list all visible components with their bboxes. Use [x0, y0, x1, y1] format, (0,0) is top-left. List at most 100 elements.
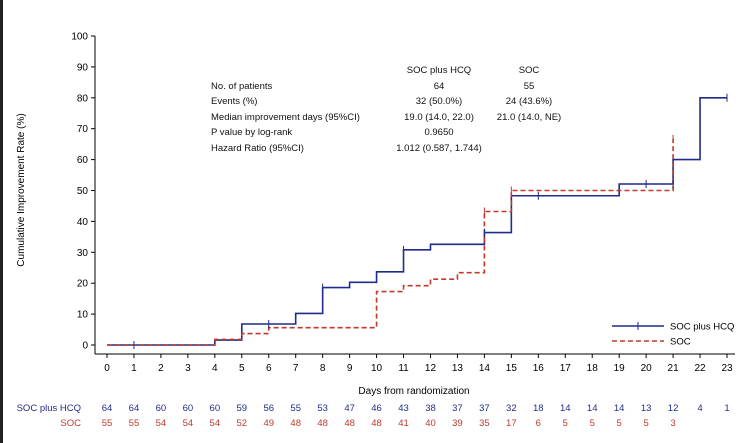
- at-risk-value-soc: 17: [506, 418, 517, 429]
- stats-label-hr: Hazard Ratio (95%CI): [211, 142, 304, 154]
- at-risk-value-soc: 5: [617, 418, 622, 429]
- stats-col-soc: SOC 55 24 (43.6%) 21.0 (14.0, NE): [490, 63, 568, 125]
- y-tick-label: 20: [77, 279, 89, 290]
- at-risk-value-hcq: 55: [290, 403, 301, 414]
- at-risk-value-soc: 54: [210, 418, 221, 429]
- at-risk-value-hcq: 60: [183, 403, 194, 414]
- at-risk-value-hcq: 64: [102, 403, 113, 414]
- x-tick-label: 6: [266, 363, 272, 374]
- x-tick-label: 14: [479, 363, 491, 374]
- at-risk-label-hcq: SOC plus HCQ: [17, 403, 81, 414]
- at-risk-value-soc: 35: [479, 418, 490, 429]
- at-risk-value-hcq: 14: [587, 403, 598, 414]
- y-tick-label: 60: [77, 155, 89, 166]
- at-risk-value-soc: 48: [344, 418, 355, 429]
- x-axis-label: Days from randomization: [358, 386, 469, 397]
- at-risk-value-hcq: 1: [724, 403, 729, 414]
- stats-hcq-events: 32 (50.0%): [415, 96, 463, 108]
- stats-pvalue: 0.9650: [424, 127, 454, 139]
- at-risk-value-soc: 55: [129, 418, 140, 429]
- legend: SOC plus HCQ SOC: [612, 322, 734, 348]
- y-tick-label: 100: [71, 32, 88, 43]
- x-tick-label: 9: [347, 363, 353, 374]
- y-tick-label: 90: [77, 62, 89, 73]
- x-tick-label: 22: [694, 363, 706, 374]
- x-tick-label: 1: [131, 363, 137, 374]
- at-risk-value-hcq: 60: [210, 403, 221, 414]
- at-risk-value-soc: 54: [183, 418, 194, 429]
- x-tick-label: 19: [614, 363, 626, 374]
- at-risk-value-soc: 5: [563, 418, 568, 429]
- x-tick-label: 4: [212, 363, 218, 374]
- y-axis-label: Cumulative Improvement Rate (%): [16, 113, 27, 266]
- x-tick-label: 12: [425, 363, 437, 374]
- x-tick-label: 11: [398, 363, 409, 374]
- x-tick-label: 0: [104, 363, 110, 374]
- y-tick-label: 10: [77, 310, 89, 321]
- y-tick-label: 40: [77, 217, 89, 228]
- stats-soc-patients: 55: [523, 80, 535, 92]
- stats-hcq-patients: 64: [433, 80, 445, 92]
- at-risk-value-soc: 48: [371, 418, 382, 429]
- x-tick-label: 15: [506, 363, 518, 374]
- stats-header-spacer: [211, 63, 360, 79]
- at-risk-value-hcq: 18: [533, 403, 544, 414]
- at-risk-value-hcq: 37: [479, 403, 490, 414]
- at-risk-value-hcq: 56: [263, 403, 274, 414]
- at-risk-value-hcq: 47: [344, 403, 355, 414]
- stats-soc-events: 24 (43.6%): [505, 96, 553, 108]
- y-tick-label: 80: [77, 93, 89, 104]
- at-risk-value-soc: 41: [398, 418, 409, 429]
- at-risk-value-soc: 5: [590, 418, 595, 429]
- x-tick-label: 18: [587, 363, 599, 374]
- x-tick-label: 5: [239, 363, 245, 374]
- stats-header-hcq: SOC plus HCQ: [406, 65, 472, 76]
- stats-label-events: Events (%): [211, 96, 258, 108]
- stats-hcq-median: 19.0 (14.0, 22.0): [404, 111, 474, 123]
- x-tick-label: 13: [452, 363, 464, 374]
- at-risk-value-hcq: 64: [129, 403, 140, 414]
- stats-label-patients: No. of patients: [211, 80, 273, 92]
- stats-label-median: Median improvement days (95%CI): [211, 111, 360, 123]
- x-tick-label: 16: [533, 363, 545, 374]
- at-risk-value-soc: 49: [263, 418, 274, 429]
- x-tick-label: 2: [158, 363, 164, 374]
- at-risk-value-soc: 3: [670, 418, 675, 429]
- stats-col-hcq: SOC plus HCQ 64 32 (50.0%) 19.0 (14.0, 2…: [384, 63, 494, 157]
- at-risk-value-hcq: 4: [697, 403, 702, 414]
- at-risk-table: SOC plus HCQ SOC 64 64 60 60 60 59 56 55 53 47 46 4…: [17, 403, 730, 429]
- y-tick-label: 50: [77, 186, 89, 197]
- at-risk-value-soc: 6: [536, 418, 541, 429]
- at-risk-value-soc: 54: [156, 418, 167, 429]
- at-risk-value-soc: 55: [102, 418, 113, 429]
- at-risk-value-hcq: 46: [371, 403, 382, 414]
- at-risk-value-hcq: 53: [317, 403, 328, 414]
- at-risk-value-hcq: 59: [236, 403, 247, 414]
- series-line-soc: [107, 138, 674, 346]
- at-risk-value-hcq: 60: [156, 403, 167, 414]
- x-tick-label: 21: [668, 363, 680, 374]
- at-risk-value-soc: 40: [425, 418, 436, 429]
- at-risk-value-hcq: 13: [641, 403, 652, 414]
- y-tick-label: 0: [82, 341, 88, 352]
- legend-label-soc: SOC: [670, 337, 691, 348]
- stats-label-pvalue: P value by log-rank: [211, 127, 293, 139]
- at-risk-value-hcq: 37: [452, 403, 463, 414]
- at-risk-value-hcq: 12: [668, 403, 679, 414]
- x-tick-label: 3: [185, 363, 191, 374]
- at-risk-value-hcq: 32: [506, 403, 517, 414]
- x-tick-label: 8: [320, 363, 326, 374]
- y-tick-label: 30: [77, 248, 89, 259]
- at-risk-value-soc: 52: [236, 418, 247, 429]
- x-tick-label: 10: [371, 363, 383, 374]
- at-risk-value-hcq: 43: [398, 403, 409, 414]
- x-tick-label: 23: [721, 363, 733, 374]
- stats-soc-median: 21.0 (14.0, NE): [496, 111, 562, 123]
- stats-hazard-ratio: 1.012 (0.587, 1.744): [396, 142, 482, 154]
- at-risk-label-soc: SOC: [60, 418, 81, 429]
- at-risk-value-soc: 39: [452, 418, 463, 429]
- legend-label-hcq: SOC plus HCQ: [670, 322, 734, 333]
- x-tick-label: 17: [560, 363, 572, 374]
- y-tick-label: 70: [77, 124, 89, 135]
